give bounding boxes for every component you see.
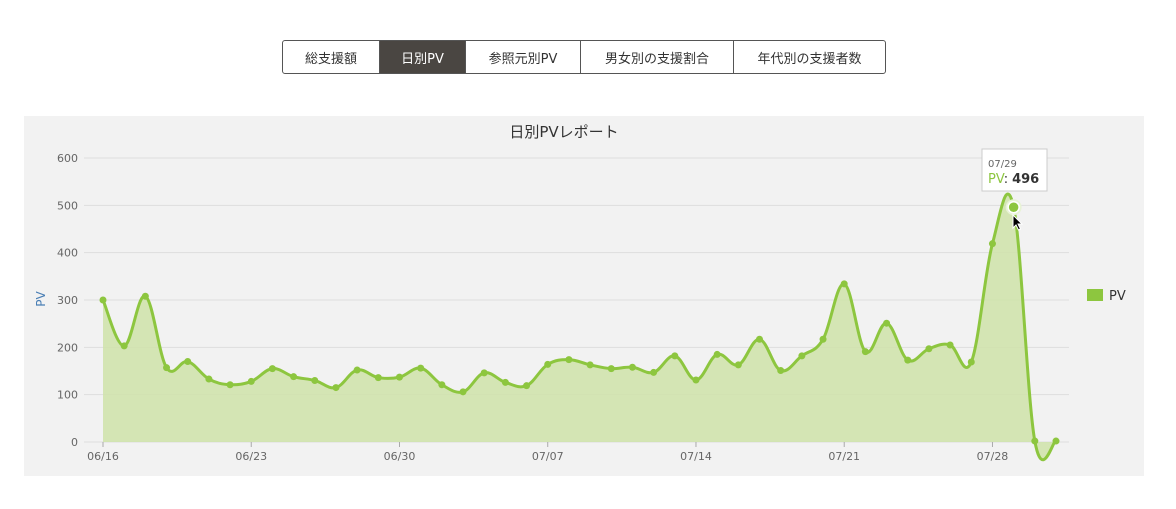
data-point-highlighted[interactable] bbox=[1007, 200, 1020, 214]
data-point[interactable] bbox=[628, 363, 636, 371]
data-point[interactable] bbox=[226, 381, 234, 389]
x-tick-label: 07/14 bbox=[680, 450, 712, 463]
y-tick-label: 200 bbox=[57, 341, 78, 354]
y-ticks: 0 100 200 300 400 500 600 bbox=[57, 152, 78, 449]
data-point[interactable] bbox=[988, 240, 996, 248]
legend[interactable]: PV bbox=[1087, 289, 1126, 304]
x-ticks: 06/16 06/23 06/30 07/07 07/14 07/21 07/28 bbox=[87, 442, 1008, 463]
data-point[interactable] bbox=[967, 358, 975, 366]
data-point[interactable] bbox=[480, 369, 488, 377]
data-point[interactable] bbox=[840, 280, 848, 288]
tooltip-value: 496 bbox=[1012, 172, 1039, 187]
data-point[interactable] bbox=[798, 352, 806, 360]
pv-area-fill bbox=[103, 193, 1056, 460]
tooltip-date: 07/29 bbox=[988, 159, 1017, 170]
data-point[interactable] bbox=[184, 358, 192, 366]
y-axis-label: PV bbox=[34, 290, 48, 306]
tooltip-value-line: PV: 496 bbox=[988, 172, 1039, 187]
data-point[interactable] bbox=[1031, 437, 1039, 445]
tab-total-support[interactable]: 総支援額 bbox=[283, 41, 380, 73]
data-point[interactable] bbox=[395, 373, 403, 381]
y-tick-label: 600 bbox=[57, 152, 78, 165]
data-point[interactable] bbox=[247, 377, 255, 385]
data-point[interactable] bbox=[268, 365, 276, 373]
legend-swatch-pv bbox=[1087, 289, 1103, 301]
data-point[interactable] bbox=[332, 384, 340, 392]
data-point[interactable] bbox=[1052, 437, 1060, 445]
data-point[interactable] bbox=[163, 364, 171, 372]
data-point[interactable] bbox=[734, 361, 742, 369]
y-tick-label: 0 bbox=[71, 436, 78, 449]
data-point[interactable] bbox=[925, 345, 933, 353]
x-tick-label: 06/30 bbox=[384, 450, 416, 463]
data-point[interactable] bbox=[671, 352, 679, 360]
y-tick-label: 300 bbox=[57, 294, 78, 307]
y-tick-label: 500 bbox=[57, 199, 78, 212]
data-point[interactable] bbox=[586, 361, 594, 369]
tab-referrer-pv[interactable]: 参照元別PV bbox=[466, 41, 581, 73]
data-point[interactable] bbox=[523, 382, 531, 390]
tab-gender-ratio[interactable]: 男女別の支援割合 bbox=[581, 41, 734, 73]
data-point[interactable] bbox=[777, 367, 785, 375]
x-tick-label: 06/16 bbox=[87, 450, 119, 463]
chart-title: 日別PVレポート bbox=[509, 123, 618, 141]
data-point[interactable] bbox=[883, 319, 891, 327]
data-point[interactable] bbox=[311, 376, 319, 384]
data-point[interactable] bbox=[205, 375, 213, 383]
mouse-cursor-icon bbox=[1012, 213, 1024, 231]
data-point[interactable] bbox=[99, 296, 107, 304]
data-point[interactable] bbox=[120, 342, 128, 350]
data-point[interactable] bbox=[946, 341, 954, 349]
tooltip-series-label: PV bbox=[988, 172, 1005, 187]
data-point[interactable] bbox=[819, 335, 827, 343]
data-point[interactable] bbox=[290, 373, 298, 381]
data-point[interactable] bbox=[141, 292, 149, 300]
data-point[interactable] bbox=[650, 368, 658, 376]
data-point[interactable] bbox=[565, 356, 573, 364]
data-point[interactable] bbox=[501, 378, 509, 386]
data-point[interactable] bbox=[438, 381, 446, 389]
data-point[interactable] bbox=[756, 335, 764, 343]
x-tick-label: 07/21 bbox=[828, 450, 860, 463]
tab-age-supporters[interactable]: 年代別の支援者数 bbox=[757, 51, 862, 67]
legend-label-pv: PV bbox=[1109, 289, 1126, 304]
y-tick-label: 400 bbox=[57, 247, 78, 260]
tooltip-box bbox=[981, 148, 1048, 192]
data-point[interactable] bbox=[904, 356, 912, 364]
x-tick-label: 07/28 bbox=[977, 450, 1009, 463]
data-point[interactable] bbox=[459, 388, 467, 396]
data-point[interactable] bbox=[607, 365, 615, 373]
tab-daily-pv[interactable]: 日別PV bbox=[380, 41, 466, 73]
tooltip-separator: : bbox=[1004, 172, 1008, 187]
data-point[interactable] bbox=[353, 366, 361, 374]
x-tick-label: 06/23 bbox=[235, 450, 267, 463]
data-point[interactable] bbox=[861, 348, 869, 356]
x-tick-label: 07/07 bbox=[532, 450, 564, 463]
data-point[interactable] bbox=[417, 364, 425, 372]
chart-panel: 日別PVレポート PV 0 100 200 300 400 500 600 06/16 06/… bbox=[24, 116, 1144, 476]
data-point[interactable] bbox=[692, 376, 700, 384]
y-tick-label: 100 bbox=[57, 389, 78, 402]
data-point[interactable] bbox=[713, 350, 721, 358]
pv-points bbox=[99, 199, 1060, 445]
data-point[interactable] bbox=[374, 374, 382, 382]
tooltip: 07/29 PV: 496 bbox=[981, 148, 1048, 192]
data-point[interactable] bbox=[544, 360, 552, 368]
report-tabs: 総支援額 日別PV 参照元別PV 男女別の支援割合 年代別の支援者数 bbox=[282, 40, 886, 74]
